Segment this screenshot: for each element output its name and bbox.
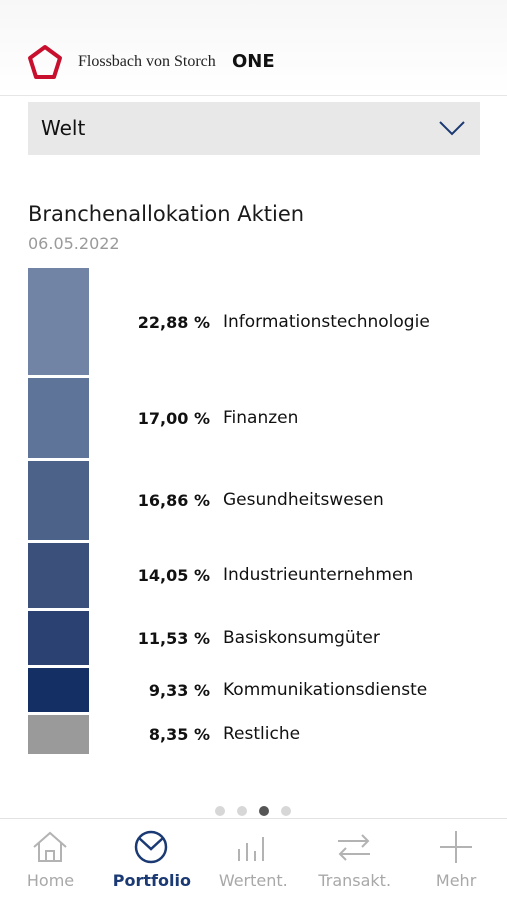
allocation-percent: 9,33 % [148,681,210,701]
allocation-bar-segment [28,268,89,376]
tab-mehr[interactable]: Mehr [406,819,507,901]
tab-label: Mehr [435,871,477,890]
allocation-label: Basiskonsumgüter [223,628,380,649]
page-dot[interactable] [259,806,269,816]
flossbach-logo-icon [28,45,62,79]
allocation-bar-segment [28,460,89,540]
bottom-tab-bar: Home Portfolio Wertent. Transakt. Mehr [0,818,507,901]
app-header: Flossbach von Storch ONE [0,0,507,96]
allocation-percent: 14,05 % [137,566,210,586]
allocation-bar-segment [28,714,89,754]
tab-transakt[interactable]: Transakt. [304,819,405,901]
allocation-label: Gesundheitswesen [223,490,384,511]
allocation-label: Restliche [223,724,301,745]
page-dot[interactable] [215,806,225,816]
tab-label: Home [26,871,75,890]
section-title: Branchenallokation Aktien [28,202,305,226]
sector-allocation-chart: 22,88 % Informationstechnologie 17,00 % Fin… [28,268,478,758]
plus-icon [436,829,476,865]
allocation-percent: 22,88 % [137,312,210,332]
allocation-label: Informationstechnologie [223,311,430,332]
tab-wertent[interactable]: Wertent. [203,819,304,901]
page-dot[interactable] [281,806,291,816]
portfolio-icon [131,829,171,865]
allocation-bar-segment [28,378,89,458]
tab-home[interactable]: Home [0,819,101,901]
region-select[interactable]: Welt [28,102,480,155]
page-dot[interactable] [237,806,247,816]
allocation-bar-segment [28,611,89,666]
tab-portfolio[interactable]: Portfolio [101,819,202,901]
allocation-percent: 8,35 % [148,725,210,745]
allocation-bar-segment [28,542,89,609]
home-icon [30,829,70,865]
section-date: 06.05.2022 [28,234,120,253]
chevron-down-icon [439,121,465,136]
allocation-percent: 11,53 % [137,629,210,649]
brand-one: ONE [232,51,275,72]
tab-label: Transakt. [318,871,392,890]
brand-name: Flossbach von Storch [78,53,216,70]
allocation-label: Finanzen [223,407,299,428]
allocation-bar-segment [28,668,89,712]
transfer-icon [334,829,374,865]
allocation-percent: 17,00 % [137,408,210,428]
allocation-label: Kommunikationsdienste [223,680,428,701]
allocation-percent: 16,86 % [137,491,210,511]
chart-icon [233,829,273,865]
allocation-label: Industrieunternehmen [223,565,414,586]
region-select-value: Welt [41,116,86,140]
tab-label: Wertent. [218,871,288,890]
tab-label: Portfolio [112,871,191,890]
